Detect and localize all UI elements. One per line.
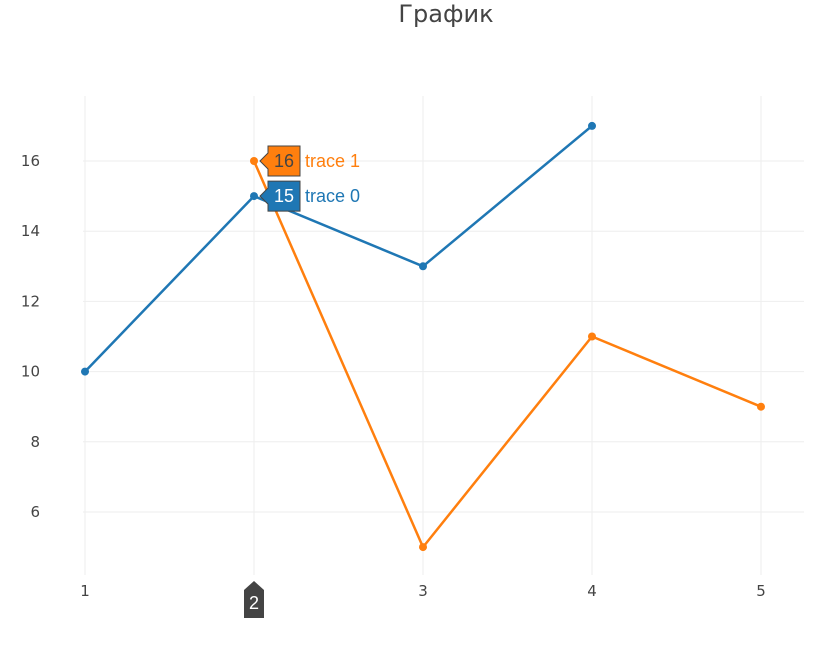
y-tick-label: 16 — [21, 152, 40, 170]
y-tick-label: 10 — [21, 363, 40, 381]
hover-series-name: trace 1 — [305, 151, 360, 171]
x-tick-label: 4 — [587, 582, 597, 600]
data-point[interactable] — [419, 543, 427, 552]
hover-x-value: 2 — [249, 593, 259, 613]
y-tick-label: 8 — [30, 433, 40, 451]
hover-value: 16 — [274, 151, 294, 171]
hover-label-trace-1: 16 trace 1 — [259, 145, 360, 177]
x-tick-label: 3 — [418, 582, 428, 600]
x-axis-ticks: 1 3 4 5 — [80, 582, 766, 600]
x-tick-label: 5 — [756, 582, 766, 600]
data-point[interactable] — [250, 157, 258, 165]
series-lines[interactable] — [81, 121, 765, 552]
y-tick-label: 12 — [21, 292, 40, 310]
hover-labels: 16 trace 1 15 trace 0 2 — [244, 145, 360, 618]
series-line-trace-1[interactable] — [252, 160, 762, 549]
chart-title: График — [398, 0, 493, 28]
series-line-trace-0[interactable] — [84, 124, 593, 373]
hover-x-label: 2 — [244, 581, 264, 618]
hover-value: 15 — [274, 186, 294, 206]
x-tick-label: 1 — [80, 582, 90, 600]
hover-x-badge — [244, 581, 264, 618]
y-tick-label: 6 — [30, 503, 40, 521]
y-tick-label: 14 — [21, 222, 40, 240]
hover-box — [259, 180, 301, 212]
data-point[interactable] — [757, 402, 765, 411]
data-point[interactable] — [588, 332, 596, 341]
data-point[interactable] — [588, 121, 596, 130]
hover-box — [259, 145, 301, 177]
y-axis-ticks: 6 8 10 12 14 16 — [21, 152, 40, 521]
hover-series-name: trace 0 — [305, 186, 360, 206]
data-point[interactable] — [419, 262, 427, 271]
hover-label-trace-0: 15 trace 0 — [259, 180, 360, 212]
data-point[interactable] — [81, 367, 89, 376]
grid — [83, 96, 804, 575]
data-point[interactable] — [250, 192, 258, 201]
